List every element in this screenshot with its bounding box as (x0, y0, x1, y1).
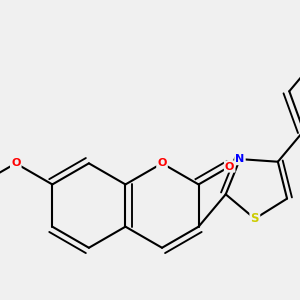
Text: O: O (11, 158, 20, 168)
Text: N: N (235, 154, 244, 164)
Text: O: O (157, 158, 167, 168)
Text: O: O (225, 161, 234, 172)
Text: S: S (250, 212, 259, 225)
